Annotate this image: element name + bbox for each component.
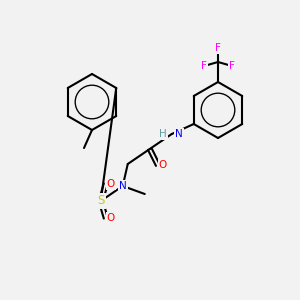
Text: N: N [119, 181, 127, 191]
Text: F: F [215, 43, 221, 53]
Text: S: S [97, 194, 104, 208]
Text: H: H [159, 129, 167, 139]
Text: O: O [106, 213, 115, 223]
Text: O: O [159, 160, 167, 170]
Text: N: N [175, 129, 182, 139]
Text: F: F [229, 61, 235, 71]
Text: F: F [201, 61, 207, 71]
Text: O: O [106, 179, 115, 189]
